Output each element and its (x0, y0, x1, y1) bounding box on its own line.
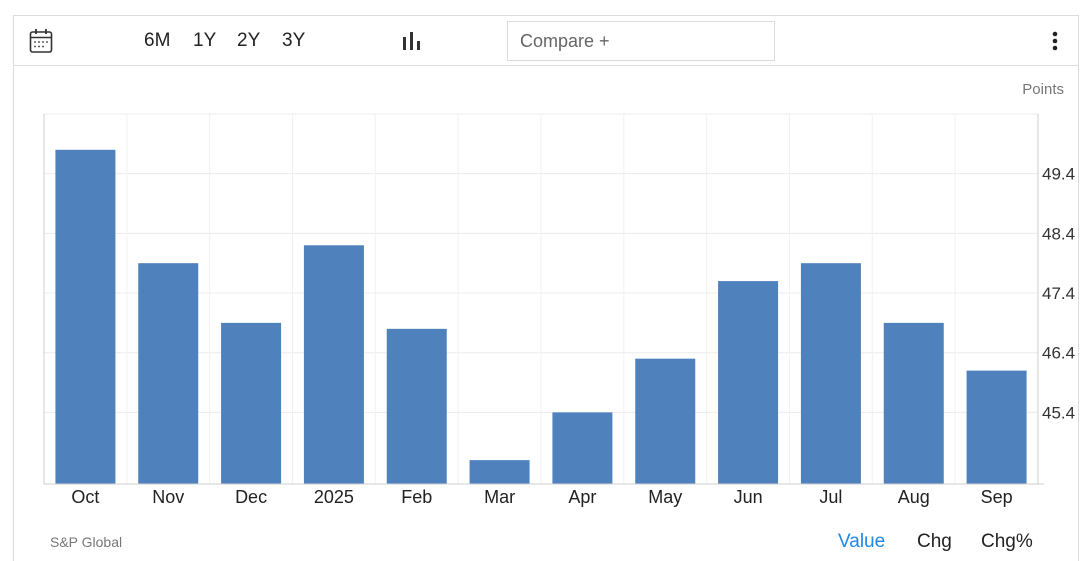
x-tick-label: Mar (484, 487, 515, 507)
x-tick-label: Apr (568, 487, 596, 507)
x-tick-label: May (648, 487, 682, 507)
bar-apr (552, 412, 613, 484)
view-chg-percent-button[interactable]: Chg% (981, 531, 1033, 552)
view-chg-button[interactable]: Chg (917, 531, 952, 552)
bar-2025 (303, 245, 364, 484)
bar-chart: 45.4 46.4 47.4 48.4 49.4 Oct Nov Dec 2025 Feb Mar A… (43, 81, 1075, 507)
bar-nov (138, 263, 199, 484)
x-tick-label: Feb (401, 487, 432, 507)
bar-aug (883, 322, 944, 484)
x-tick-label: Nov (152, 487, 184, 507)
x-tick-label: Aug (898, 487, 930, 507)
unit-label: Points (1022, 81, 1064, 98)
range-6m-button[interactable]: 6M (144, 30, 171, 51)
x-tick-label: Sep (981, 487, 1013, 507)
range-2y-button[interactable]: 2Y (237, 30, 261, 51)
x-tick-label: Dec (235, 487, 267, 507)
chart-toolbar: 6M 1Y 2Y 3Y (13, 15, 1079, 66)
bar-sep (966, 370, 1027, 484)
bar-jun (718, 281, 779, 484)
chart-card: 45.4 46.4 47.4 48.4 49.4 Oct Nov Dec 2025 Feb Mar A… (13, 66, 1079, 561)
bar-mar (469, 460, 530, 484)
calendar-icon[interactable] (29, 28, 53, 54)
x-tick-label: Jun (734, 487, 763, 507)
bar-chart-icon[interactable] (402, 31, 422, 51)
y-tick-label: 48.4 (1042, 224, 1075, 243)
bar-dec (221, 322, 282, 484)
y-tick-label: 45.4 (1042, 403, 1075, 422)
bar-oct (55, 149, 116, 484)
compare-input[interactable] (507, 21, 775, 61)
x-tick-label: 2025 (314, 487, 354, 507)
y-tick-label: 46.4 (1042, 344, 1075, 363)
bar-feb (386, 328, 447, 484)
bar-jul (800, 263, 861, 484)
range-1y-button[interactable]: 1Y (193, 30, 217, 51)
source-label: S&P Global (50, 534, 123, 550)
view-value-button[interactable]: Value (838, 531, 886, 552)
y-tick-label: 47.4 (1042, 284, 1075, 303)
more-vertical-icon[interactable] (1046, 30, 1064, 52)
x-tick-label: Oct (71, 487, 99, 507)
bar-may (635, 358, 696, 484)
y-tick-label: 49.4 (1042, 165, 1075, 184)
range-3y-button[interactable]: 3Y (282, 30, 306, 51)
x-tick-label: Jul (819, 487, 842, 507)
